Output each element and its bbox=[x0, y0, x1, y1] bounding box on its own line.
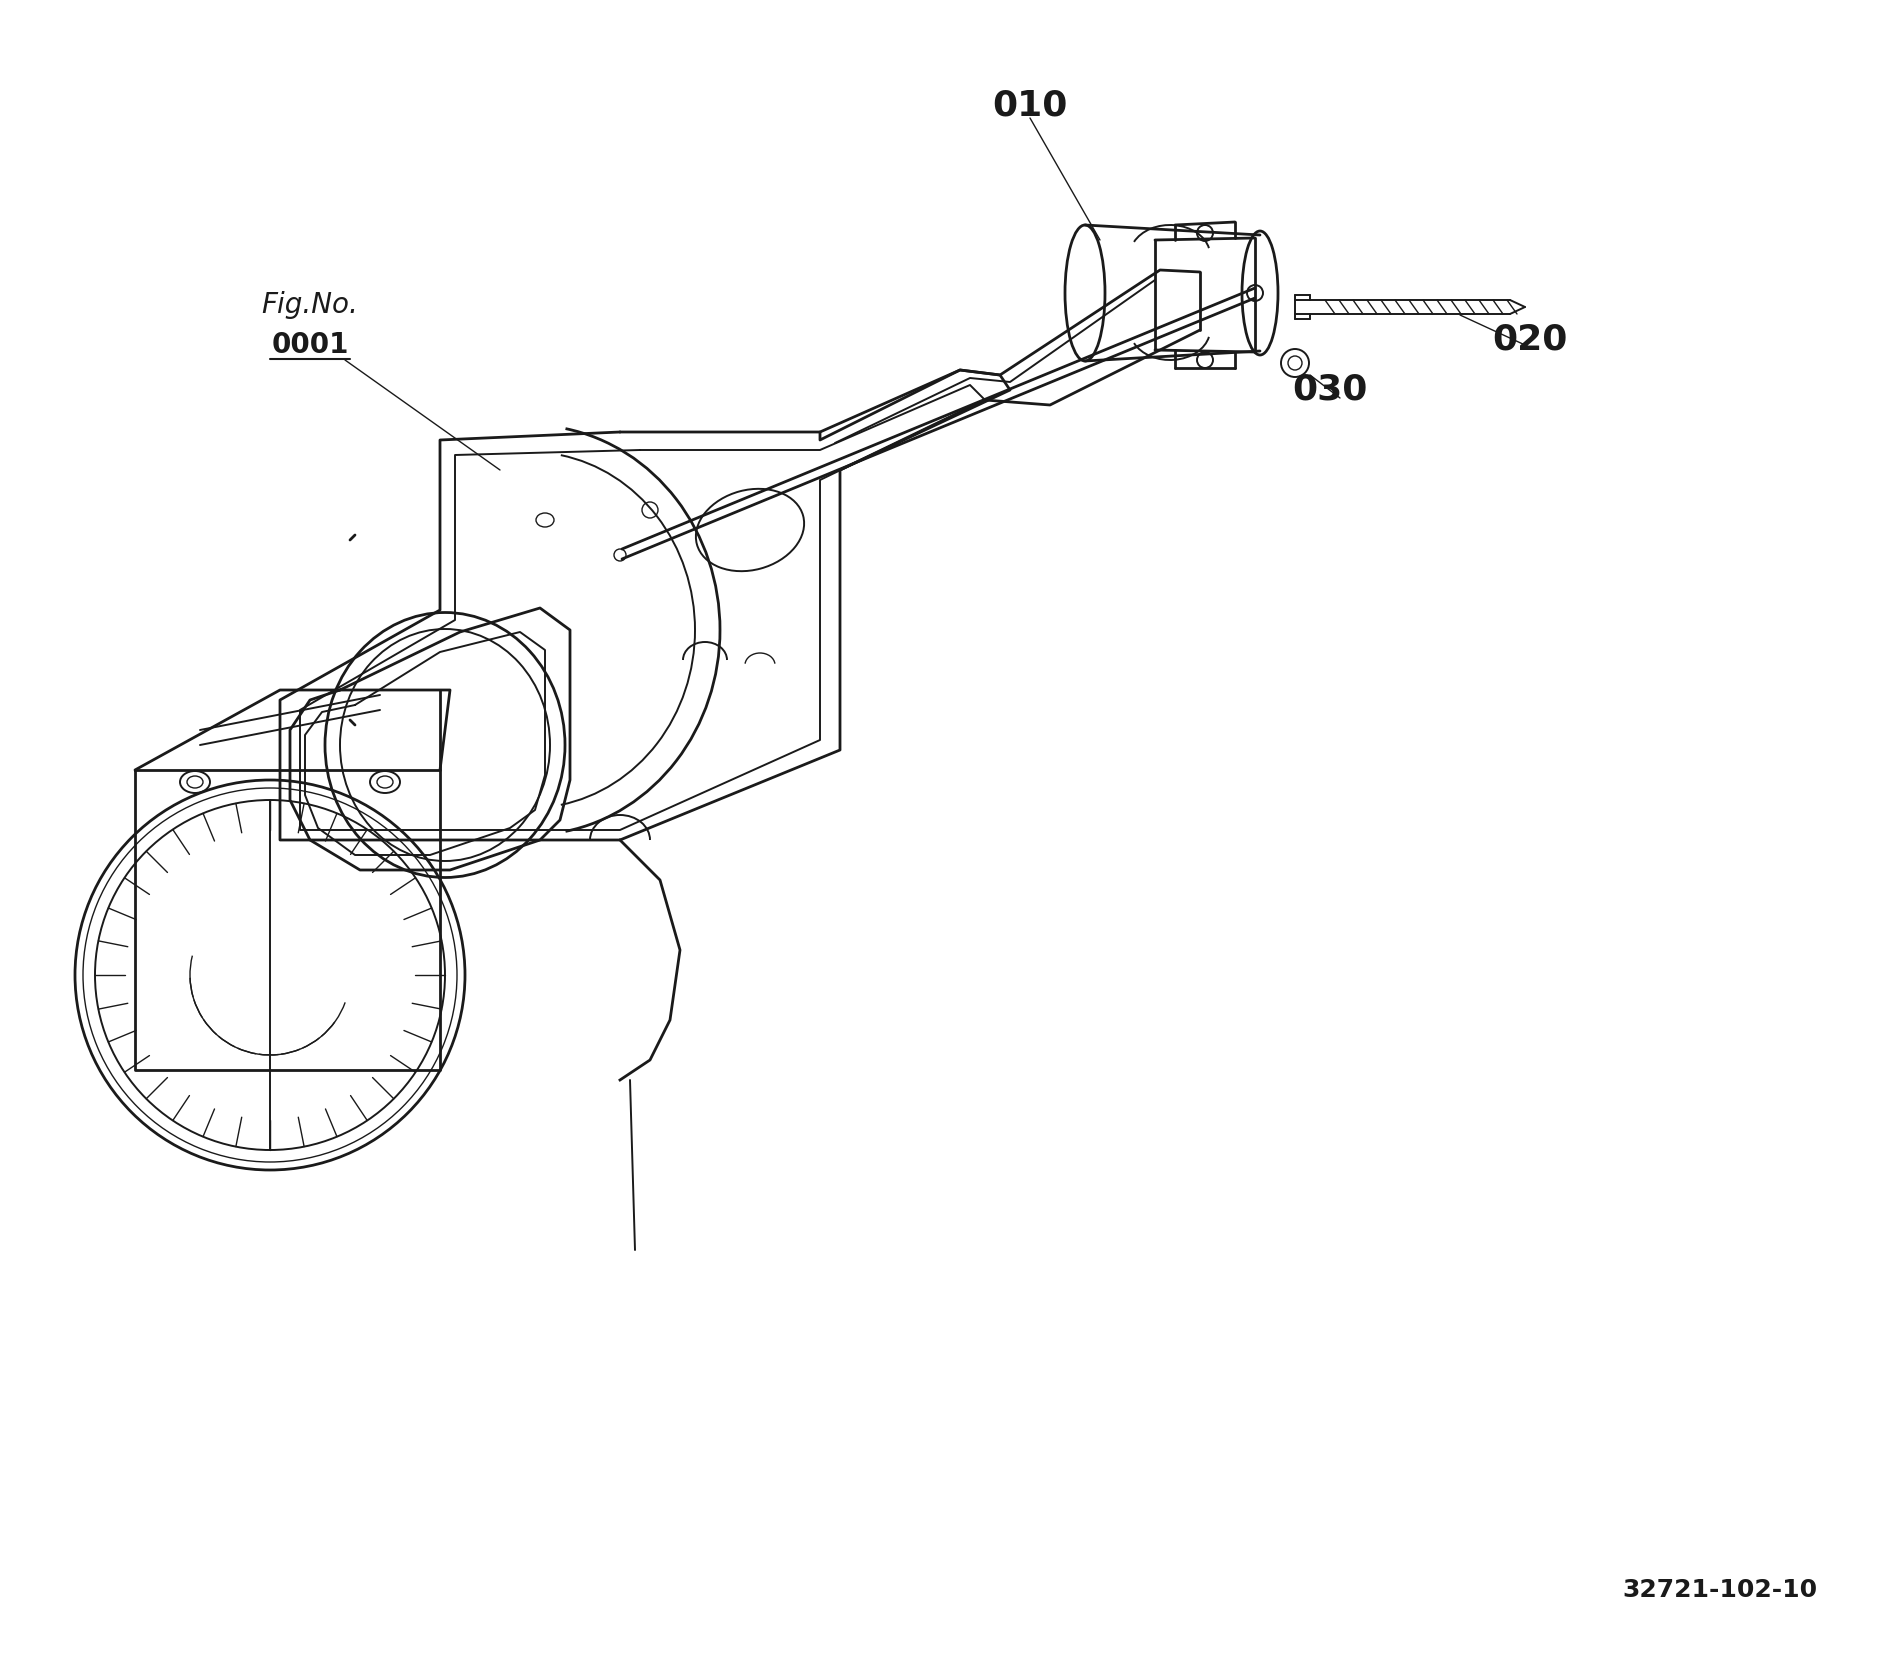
Text: 010: 010 bbox=[992, 87, 1068, 123]
Text: 020: 020 bbox=[1492, 323, 1568, 356]
Text: Fig.No.: Fig.No. bbox=[262, 291, 359, 319]
Text: 32721-102-10: 32721-102-10 bbox=[1622, 1578, 1817, 1603]
Text: 0001: 0001 bbox=[272, 331, 348, 360]
Text: 030: 030 bbox=[1293, 373, 1367, 407]
